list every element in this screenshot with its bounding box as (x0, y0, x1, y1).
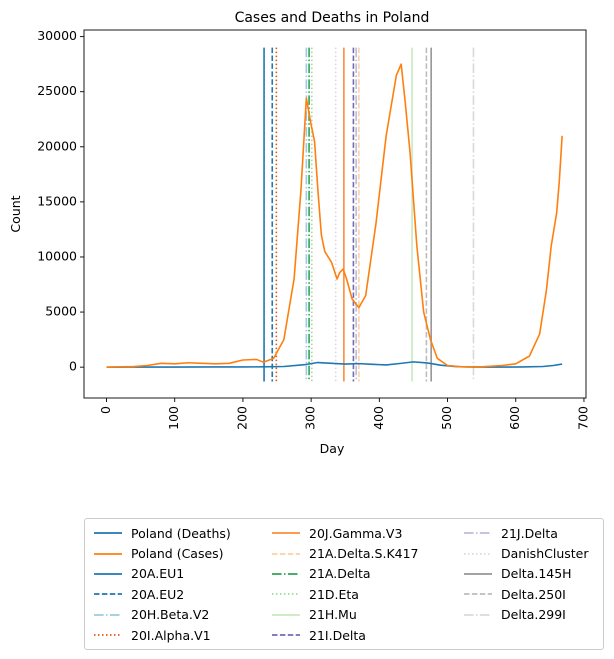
x-tick-label: 600 (507, 406, 522, 430)
legend-swatch (272, 573, 300, 575)
legend-swatch (272, 634, 300, 636)
y-tick-label: 0 (69, 359, 77, 374)
legend-column: Poland (Deaths) Poland (Cases) 20A.EU1 20A.… (93, 523, 231, 645)
legend-label: Poland (Deaths) (131, 525, 231, 541)
legend-label: Delta.250I (501, 586, 566, 602)
legend-label: 21H.Mu (309, 607, 357, 623)
x-tick-label: 200 (234, 406, 249, 430)
legend-item: 21I.Delta (271, 625, 419, 645)
legend-label: 20A.EU2 (131, 586, 185, 602)
legend-item: 21J.Delta (463, 523, 588, 543)
y-tick-label: 20000 (37, 138, 77, 153)
y-tick-label: 10000 (37, 248, 77, 263)
legend-item: 21H.Mu (271, 605, 419, 625)
x-tick-label: 0 (98, 406, 113, 414)
legend-item: Poland (Deaths) (93, 523, 231, 543)
legend-item: 20I.Alpha.V1 (93, 625, 231, 645)
x-tick-label: 500 (439, 406, 454, 430)
legend-label: 21A.Delta (309, 566, 371, 582)
legend-label: 20J.Gamma.V3 (309, 525, 403, 541)
legend-swatch (272, 552, 300, 555)
axes: 0 100 200 300 400 500 600 700 0 5000 10000 15000 200… (37, 28, 590, 430)
legend-label: Delta.145H (501, 566, 572, 582)
legend-item: 21D.Eta (271, 584, 419, 604)
legend-label: 20A.EU1 (131, 566, 185, 582)
legend-column: 21J.Delta DanishCluster Delta.145H Delta.25… (463, 523, 588, 625)
x-tick-label: 700 (575, 406, 590, 430)
legend-item: 20H.Beta.V2 (93, 605, 231, 625)
legend-swatch (464, 552, 492, 555)
legend-label: 21J.Delta (501, 525, 558, 541)
legend-swatch (94, 593, 122, 596)
legend-label: 21D.Eta (309, 586, 359, 602)
series-line-Poland (Deaths) (106, 361, 563, 368)
legend-swatch (464, 573, 492, 575)
legend-swatch (272, 532, 300, 535)
series-line-Poland (Cases) (106, 63, 563, 368)
legend-swatch (272, 613, 300, 616)
legend-swatch (94, 573, 122, 575)
legend-swatch (94, 613, 122, 616)
y-tick-label: 30000 (37, 28, 77, 43)
legend: Poland (Deaths) Poland (Cases) 20A.EU1 20A.… (84, 518, 604, 650)
legend-item: 21A.Delta.S.K417 (271, 543, 419, 563)
legend-item: 20A.EU2 (93, 584, 231, 604)
legend-item: Delta.250I (463, 584, 588, 604)
chart: Cases and Deaths in Poland Day Count 0 10… (8, 10, 590, 456)
legend-label: Delta.299I (501, 607, 566, 623)
x-tick-label: 100 (166, 406, 181, 430)
y-axis-label: Count (8, 195, 23, 232)
legend-swatch (464, 613, 492, 616)
y-tick-label: 5000 (45, 304, 77, 319)
series-lines (106, 63, 563, 368)
legend-swatch (94, 634, 122, 636)
legend-label: Poland (Cases) (131, 546, 224, 562)
legend-item: Delta.299I (463, 605, 588, 625)
legend-item: Delta.145H (463, 564, 588, 584)
legend-label: 20I.Alpha.V1 (131, 627, 211, 643)
plot-frame (83, 29, 587, 399)
legend-label: 21I.Delta (309, 627, 366, 643)
legend-swatch (94, 552, 122, 555)
legend-swatch (272, 593, 300, 596)
legend-item: 21A.Delta (271, 564, 419, 584)
x-axis-label: Day (320, 441, 345, 456)
legend-swatch (464, 532, 492, 535)
legend-label: 20H.Beta.V2 (131, 607, 210, 623)
legend-column: 20J.Gamma.V3 21A.Delta.S.K417 21A.Delta 21D… (271, 523, 419, 645)
variant-lines (263, 47, 475, 382)
legend-item: Poland (Cases) (93, 543, 231, 563)
y-tick-label: 25000 (37, 83, 77, 98)
legend-item: DanishCluster (463, 543, 588, 563)
x-tick-label: 300 (303, 406, 318, 430)
y-tick-label: 15000 (37, 193, 77, 208)
legend-swatch (94, 532, 122, 535)
legend-label: 21A.Delta.S.K417 (309, 546, 419, 562)
chart-title: Cases and Deaths in Poland (235, 10, 430, 26)
legend-item: 20A.EU1 (93, 564, 231, 584)
legend-item: 20J.Gamma.V3 (271, 523, 419, 543)
x-tick-label: 400 (371, 406, 386, 430)
legend-swatch (464, 593, 492, 596)
legend-label: DanishCluster (501, 546, 589, 562)
